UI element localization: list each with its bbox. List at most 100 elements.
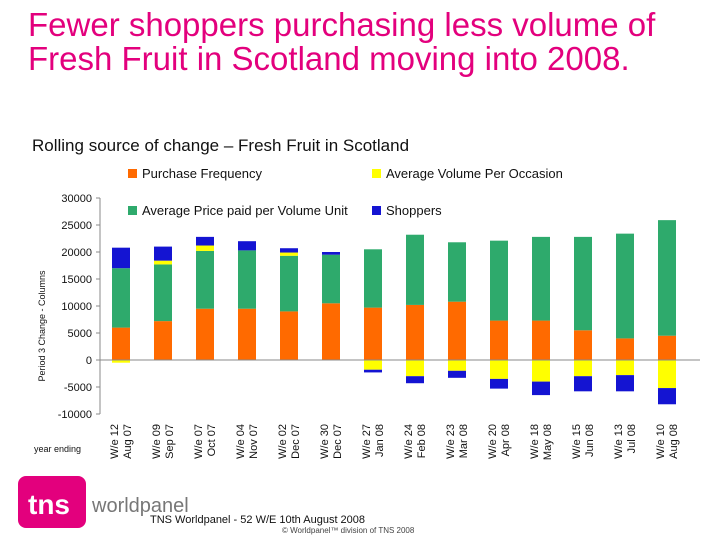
x-tick-label: Jul 08 bbox=[626, 424, 638, 453]
x-tick-label: 52 W/e 12 bbox=[109, 424, 121, 460]
bar-segment bbox=[364, 369, 382, 373]
bar-segment bbox=[532, 236, 550, 321]
bar-segment bbox=[406, 376, 424, 384]
x-tick-label: Dec 07 bbox=[290, 424, 302, 459]
bar-segment bbox=[280, 255, 298, 312]
page-title: Fewer shoppers purchasing less volume of… bbox=[28, 8, 718, 76]
x-tick-label: 52 W/e 07 bbox=[193, 424, 205, 460]
bar-segment bbox=[448, 360, 466, 371]
bar-segment bbox=[574, 330, 592, 360]
bar-segment bbox=[616, 338, 634, 360]
y-tick-label: 25000 bbox=[61, 220, 92, 232]
legend-label-0: Purchase Frequency bbox=[142, 166, 262, 181]
bar-segment bbox=[490, 240, 508, 321]
bar-segment bbox=[322, 252, 340, 255]
bar-segment bbox=[658, 360, 676, 389]
bar-segment bbox=[658, 335, 676, 360]
bar-segment bbox=[574, 236, 592, 331]
y-tick-label: -5000 bbox=[64, 382, 92, 394]
bar-segment bbox=[448, 242, 466, 302]
legend-swatch-0 bbox=[128, 169, 137, 178]
legend-label-2: Average Price paid per Volume Unit bbox=[142, 203, 348, 218]
x-tick-label: 52 W/e 30 bbox=[319, 424, 331, 460]
bar-segment bbox=[154, 246, 172, 261]
x-tick-label: 52 W/e 18 bbox=[529, 424, 541, 460]
legend-swatch-2 bbox=[128, 206, 137, 215]
legend-swatch-3 bbox=[372, 206, 381, 215]
tns-logo-icon: tns bbox=[18, 476, 86, 528]
legend-label-3: Shoppers bbox=[386, 203, 442, 218]
x-tick-label: Aug 07 bbox=[122, 424, 134, 459]
bar-segment bbox=[364, 307, 382, 360]
chart: 30000 25000 20000 15000 10000 5000 0 -5000 -1000… bbox=[34, 166, 700, 460]
bar-segment bbox=[280, 311, 298, 360]
footer-note: TNS Worldpanel - 52 W/E 10th August 2008 bbox=[150, 514, 366, 526]
bar-segment bbox=[280, 252, 298, 256]
bar-segment bbox=[154, 321, 172, 360]
x-tick-label: Aug 08 bbox=[668, 424, 680, 459]
bar-segment bbox=[322, 254, 340, 304]
x-tick-label: Jan 08 bbox=[374, 424, 386, 457]
y-tick-label: 10000 bbox=[61, 301, 92, 313]
bar-segment bbox=[112, 247, 130, 269]
legend-label-1: Average Volume Per Occasion bbox=[386, 166, 563, 181]
x-tick-label: 52 W/e 09 bbox=[151, 424, 163, 460]
x-tick-label: Oct 07 bbox=[206, 424, 218, 456]
x-tick-label: Nov 07 bbox=[248, 424, 260, 459]
bar-segment bbox=[364, 249, 382, 308]
bar-segment bbox=[406, 360, 424, 377]
bar-segment bbox=[658, 220, 676, 336]
bar-segment bbox=[154, 260, 172, 265]
chart-subtitle: Rolling source of change – Fresh Fruit i… bbox=[32, 136, 410, 155]
bar-segment bbox=[238, 308, 256, 360]
legend-swatch-1 bbox=[372, 169, 381, 178]
x-tick-label: Apr 08 bbox=[500, 424, 512, 456]
bar-segment bbox=[196, 308, 214, 360]
x-tick-label: 52 W/e 20 bbox=[487, 424, 499, 460]
x-tick-label: Jun 08 bbox=[584, 424, 596, 457]
bar-segment bbox=[448, 370, 466, 378]
bar-segment bbox=[196, 250, 214, 309]
logo-background bbox=[18, 476, 86, 528]
bar-segment bbox=[658, 388, 676, 405]
x-tick-label: May 08 bbox=[542, 424, 554, 460]
y-tick-label: 0 bbox=[86, 355, 92, 367]
bar-segment bbox=[112, 268, 130, 328]
x-tick-label: Mar 08 bbox=[458, 424, 470, 458]
y-axis-label: Period 3 Change - Columns bbox=[37, 270, 47, 382]
x-tick-label: 52 W/e 04 bbox=[235, 424, 247, 460]
logo-text: worldpanel bbox=[92, 495, 189, 517]
x-tick-label: 52 W/e 02 bbox=[277, 424, 289, 460]
bar-segment bbox=[154, 264, 172, 322]
bar-segment bbox=[532, 360, 550, 382]
x-tick-label: 52 W/e 15 bbox=[571, 424, 583, 460]
x-tick-label: 52 W/e 10 bbox=[655, 424, 667, 460]
bar-segment bbox=[616, 360, 634, 376]
bar-segment bbox=[574, 360, 592, 377]
bar-segment bbox=[280, 248, 298, 253]
y-tick-label: 15000 bbox=[61, 274, 92, 286]
x-tick-label: 52 W/e 24 bbox=[403, 424, 415, 460]
bar-segment bbox=[112, 360, 130, 363]
bar-segment bbox=[406, 304, 424, 360]
x-tick-label: Dec 07 bbox=[332, 424, 344, 459]
bar-segment bbox=[532, 320, 550, 360]
bar-segment bbox=[196, 245, 214, 251]
bar-segment bbox=[196, 236, 214, 246]
bar-segment bbox=[490, 360, 508, 379]
y-tick-label: -10000 bbox=[58, 409, 92, 421]
copyright: © Worldpanel™ division of TNS 2008 bbox=[282, 526, 415, 535]
bar-segment bbox=[448, 301, 466, 360]
bar-segment bbox=[490, 378, 508, 389]
y-tick-label: 30000 bbox=[61, 193, 92, 205]
logo-mark: tns bbox=[28, 489, 70, 520]
bar-segment bbox=[238, 250, 256, 309]
bar-segment bbox=[112, 327, 130, 360]
x-tick-label: 52 W/e 13 bbox=[613, 424, 625, 460]
title-line-1: Fewer shoppers purchasing less volume of bbox=[28, 6, 656, 43]
bar-segment bbox=[406, 234, 424, 305]
bar-segment bbox=[616, 233, 634, 339]
x-tick-label: 52 W/e 27 bbox=[361, 424, 373, 460]
bar-segment bbox=[616, 375, 634, 392]
title-line-2: Fresh Fruit in Scotland moving into 2008… bbox=[28, 40, 630, 77]
